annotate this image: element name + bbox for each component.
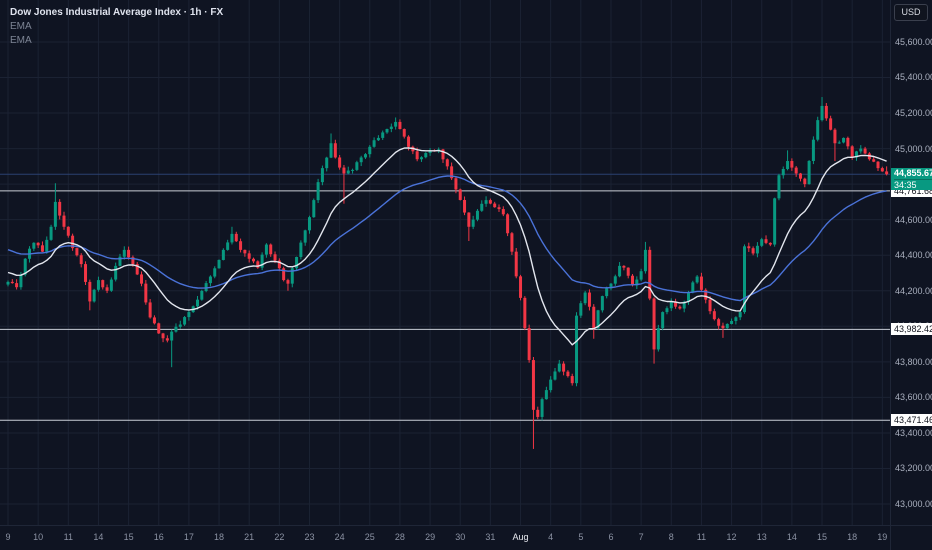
time-tick-label: 15 xyxy=(817,532,828,542)
price-tick-label: 43,800.00 xyxy=(895,356,932,367)
level-price-badge: 43,982.42 xyxy=(891,323,932,336)
price-tick-label: 43,400.00 xyxy=(895,427,932,438)
time-tick-label: 6 xyxy=(608,532,614,542)
time-tick-label: 29 xyxy=(425,532,436,542)
time-tick-label: 11 xyxy=(63,532,73,542)
indicator-label-ema-1[interactable]: EMA xyxy=(10,21,32,32)
time-tick-label: 22 xyxy=(274,532,285,542)
time-tick-label: 13 xyxy=(756,532,767,542)
candles-layer xyxy=(6,97,889,449)
time-tick-label: 16 xyxy=(153,532,164,542)
chart-canvas[interactable]: Dow Jones Industrial Average Index · 1h … xyxy=(0,0,890,525)
time-tick-label: 14 xyxy=(93,532,104,542)
time-tick-label: 24 xyxy=(334,532,345,542)
chart-legend: Dow Jones Industrial Average Index · 1h … xyxy=(10,6,223,48)
level-price-badge: 43,471.46 xyxy=(891,414,932,427)
time-tick-label: 21 xyxy=(244,532,255,542)
time-tick-label: 23 xyxy=(304,532,315,542)
ema-fast-line xyxy=(7,147,887,346)
time-axis[interactable]: 9 10 11 14 15 16 17 18 21 22 23 24 25 28 29 30 31 Aug 4 5 6 7… xyxy=(0,525,890,550)
time-tick-label: 30 xyxy=(455,532,466,542)
currency-toggle-button[interactable]: USD xyxy=(894,4,928,21)
last-price-value: 44,855.67 xyxy=(894,168,932,179)
price-tick-label: 45,000.00 xyxy=(895,143,932,154)
time-tick-label: 25 xyxy=(364,532,375,542)
time-tick-label: 4 xyxy=(548,532,554,542)
time-tick-label: 5 xyxy=(578,532,584,542)
time-tick-label: 18 xyxy=(847,532,858,542)
last-price-badge: 44,855.67 34:35 xyxy=(891,168,932,191)
time-tick-label: 12 xyxy=(726,532,737,542)
symbol-title[interactable]: Dow Jones Industrial Average Index · 1h … xyxy=(10,7,224,18)
time-tick-label: 28 xyxy=(394,532,405,542)
price-axis[interactable]: USD 43,000.00 43,200.00 43,400.00 43,600.00… xyxy=(890,0,932,525)
price-tick-label: 43,000.00 xyxy=(895,499,932,510)
price-tick-label: 43,200.00 xyxy=(895,463,932,474)
time-tick-label: 11 xyxy=(696,532,707,542)
price-tick-label: 43,600.00 xyxy=(895,392,932,403)
indicator-label-ema-2[interactable]: EMA xyxy=(10,35,32,46)
candlestick-chart[interactable] xyxy=(0,0,890,525)
price-tick-label: 44,600.00 xyxy=(895,214,932,225)
axis-corner xyxy=(890,525,932,550)
price-tick-label: 44,400.00 xyxy=(895,250,932,261)
time-tick-label: 18 xyxy=(214,532,225,542)
time-tick-label: Aug xyxy=(512,532,529,542)
time-tick-label: 17 xyxy=(183,532,194,542)
time-tick-label: 8 xyxy=(668,532,674,542)
time-tick-label: 19 xyxy=(877,532,888,542)
time-tick-label: 14 xyxy=(786,532,797,542)
time-tick-label: 7 xyxy=(638,532,644,542)
time-tick-label: 15 xyxy=(123,532,134,542)
price-tick-label: 45,400.00 xyxy=(895,72,932,83)
price-tick-label: 45,200.00 xyxy=(895,108,932,119)
time-tick-label: 31 xyxy=(485,532,496,542)
grid-layer xyxy=(0,0,890,525)
price-tick-label: 44,200.00 xyxy=(895,285,932,296)
price-tick-label: 45,600.00 xyxy=(895,36,932,47)
time-tick-label: 10 xyxy=(33,532,44,542)
time-tick-label: 9 xyxy=(5,532,11,542)
bar-countdown-timer: 34:35 xyxy=(894,179,932,190)
ema-slow-line xyxy=(7,175,887,302)
